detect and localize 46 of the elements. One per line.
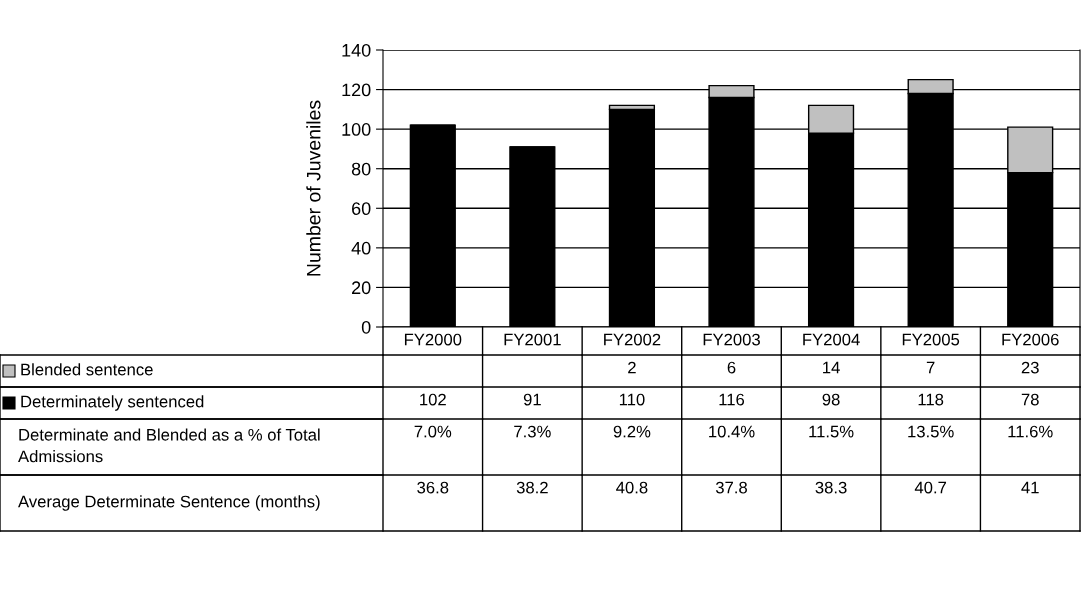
data-label: 23 [1021,361,1039,374]
text: 36.8 [417,481,449,494]
text: 37.8 [715,481,747,494]
data-label: 91 [523,393,541,406]
data-label: 78 [1021,393,1039,406]
text: 7.0% [414,425,452,438]
legend-label: Blended sentence [21,363,153,376]
data-label: 118 [918,393,944,406]
x-tick-label: FY2004 [803,333,860,346]
data-label: 98 [822,393,840,406]
data-label: 6 [727,361,736,374]
data-label: 7 [926,361,935,374]
y-tick-label: 60 [352,202,371,216]
data-label: 2 [628,361,636,374]
y-tick-label: 40 [351,241,371,255]
y-tick-label: 120 [342,83,371,97]
data-label: 116 [719,393,745,406]
text: 11.5% [809,425,854,438]
x-tick-label: FY2006 [1002,333,1059,346]
data-label: 102 [420,393,446,406]
x-tick-label: FY2003 [703,333,760,346]
x-tick-label: FY2005 [902,333,960,346]
y-tick-label: 20 [352,281,371,295]
text: 41 [1021,481,1039,494]
text: 11.6% [1008,425,1053,438]
y-tick-label: 100 [342,123,371,136]
data-label: 14 [823,361,840,374]
y-tick-label: 0 [361,320,371,334]
text: 10.4% [709,425,755,438]
text: 38.3 [815,481,847,494]
x-tick-label: FY2001 [504,333,561,346]
text: 7.3% [514,425,551,438]
y-tick-label: 80 [351,162,371,176]
legend-label: Determinately sentenced [21,395,204,411]
text: Determinate and Blended as a % of Total Admissions [18,428,320,463]
text: Average Determinate Sentence (months) [18,495,320,511]
text: 40.8 [616,481,648,494]
y-axis-title: Number of Juveniles [306,100,321,276]
y-tick-label: 140 [342,43,371,57]
x-tick-label: FY2002 [604,333,661,346]
text: 9.2% [613,425,651,438]
text: 40.7 [914,481,947,494]
x-tick-label: FY2000 [404,333,462,346]
data-label: 110 [619,393,645,406]
text: 13.5% [908,425,954,438]
text: 38.2 [516,481,548,494]
